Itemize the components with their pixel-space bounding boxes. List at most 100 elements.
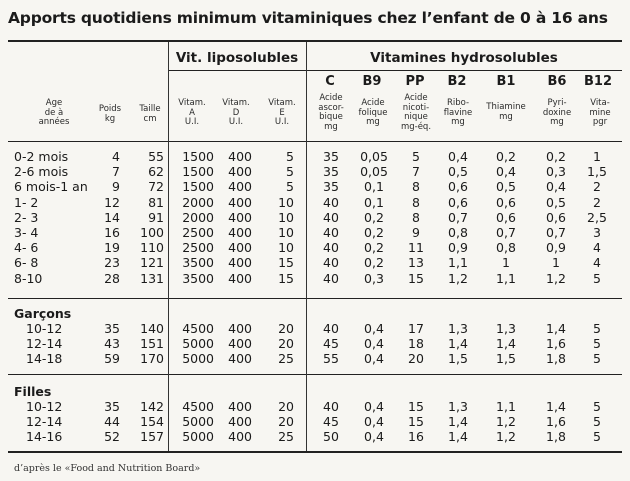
- cell-pp: 8: [412, 209, 420, 225]
- cell-c: 40: [323, 209, 339, 225]
- cell-taille: 157: [140, 429, 164, 445]
- cell-b6: 0,4: [546, 179, 566, 195]
- cell-b6: 1,2: [546, 270, 566, 286]
- cell-b2: 1,2: [448, 270, 468, 286]
- cell-pp: 7: [412, 164, 420, 180]
- cell-b1: 0,8: [496, 240, 516, 256]
- cell-age: 14-16: [26, 429, 63, 445]
- cell-b9: 0,2: [364, 240, 384, 256]
- col-header-b6: Pyri- doxine mg: [542, 98, 572, 127]
- cell-vit-a: 1500: [182, 179, 214, 195]
- cell-b2: 0,9: [448, 240, 468, 256]
- col-header-poids: Poids kg: [98, 104, 122, 124]
- cell-age: 2-6 mois: [14, 164, 69, 180]
- cell-taille: 110: [140, 240, 164, 256]
- cell-b12: 5: [593, 429, 601, 445]
- cell-b1: 1,3: [496, 321, 516, 336]
- cell-b6: 1,4: [546, 399, 566, 414]
- cell-b12: 5: [593, 399, 601, 414]
- cell-vit-a: 3500: [182, 270, 214, 286]
- cell-vit-e: 10: [278, 225, 294, 240]
- cell-age: 1- 2: [14, 194, 39, 210]
- cell-c: 50: [323, 429, 339, 445]
- cell-vit-a: 4500: [182, 321, 214, 336]
- cell-b1: 0,6: [496, 209, 516, 225]
- cell-c: 40: [323, 255, 339, 271]
- cell-vit-e: 20: [278, 399, 294, 414]
- cell-vit-d: 400: [228, 149, 252, 164]
- cell-b6: 1,6: [546, 336, 566, 352]
- cell-poids: 52: [104, 429, 120, 445]
- cell-taille: 142: [140, 399, 164, 414]
- cell-age: 10-12: [26, 321, 63, 336]
- cell-age: 3- 4: [14, 225, 39, 240]
- col-header-taille: Taille cm: [139, 104, 161, 124]
- group-header-hydrosolubles: Vitamines hydrosolubles: [370, 50, 558, 66]
- cell-b2: 0,5: [448, 164, 468, 180]
- cell-b12: 5: [593, 414, 601, 430]
- cell-vit-e: 15: [278, 270, 294, 286]
- cell-c: 45: [323, 414, 339, 430]
- col-header-b2: Ribo- flavine mg: [443, 98, 473, 127]
- cell-pp: 18: [408, 336, 424, 352]
- cell-b12: 5: [593, 351, 601, 367]
- cell-pp: 9: [412, 225, 420, 240]
- cell-vit-d: 400: [228, 255, 252, 271]
- cell-age: 2- 3: [14, 209, 39, 225]
- cell-b12: 2,5: [587, 209, 607, 225]
- vitamin-label-c: C: [325, 74, 335, 89]
- cell-vit-a: 2000: [182, 209, 214, 225]
- cell-b9: 0,2: [364, 255, 384, 271]
- col-header-vit-e: Vitam. E U.I.: [268, 98, 296, 127]
- vitamin-label-b6: B6: [547, 74, 567, 89]
- section-label: Filles: [14, 384, 52, 399]
- cell-pp: 8: [412, 179, 420, 195]
- cell-b1: 1,4: [496, 336, 516, 352]
- cell-b2: 0,6: [448, 194, 468, 210]
- cell-b1: 1,2: [496, 414, 516, 430]
- cell-taille: 170: [140, 351, 164, 367]
- cell-c: 40: [323, 194, 339, 210]
- cell-b6: 0,9: [546, 240, 566, 256]
- divider-before-hydrosolubles: [306, 42, 307, 451]
- cell-pp: 17: [408, 321, 424, 336]
- cell-pp: 16: [408, 429, 424, 445]
- cell-vit-a: 2500: [182, 240, 214, 256]
- cell-b9: 0,3: [364, 270, 384, 286]
- cell-poids: 16: [104, 225, 120, 240]
- cell-c: 35: [323, 149, 339, 164]
- vitamin-label-b2: B2: [447, 74, 467, 89]
- cell-vit-a: 4500: [182, 399, 214, 414]
- cell-vit-e: 15: [278, 255, 294, 271]
- cell-vit-a: 5000: [182, 351, 214, 367]
- cell-c: 40: [323, 399, 339, 414]
- cell-pp: 20: [408, 351, 424, 367]
- cell-pp: 15: [408, 270, 424, 286]
- cell-b6: 0,5: [546, 194, 566, 210]
- cell-taille: 55: [148, 149, 164, 164]
- cell-b12: 5: [593, 336, 601, 352]
- cell-b6: 1,4: [546, 321, 566, 336]
- cell-poids: 12: [104, 194, 120, 210]
- cell-vit-a: 2500: [182, 225, 214, 240]
- cell-b2: 1,3: [448, 399, 468, 414]
- cell-c: 35: [323, 164, 339, 180]
- col-header-c: Acide ascor- bique mg: [318, 93, 344, 132]
- cell-c: 40: [323, 225, 339, 240]
- cell-poids: 23: [104, 255, 120, 271]
- cell-vit-d: 400: [228, 351, 252, 367]
- bottom-rule: [8, 451, 622, 453]
- cell-age: 0-2 mois: [14, 149, 69, 164]
- cell-poids: 4: [112, 149, 120, 164]
- cell-c: 45: [323, 336, 339, 352]
- cell-vit-d: 400: [228, 321, 252, 336]
- cell-c: 40: [323, 270, 339, 286]
- cell-poids: 14: [104, 209, 120, 225]
- cell-b9: 0,2: [364, 209, 384, 225]
- cell-vit-a: 5000: [182, 429, 214, 445]
- cell-c: 35: [323, 179, 339, 195]
- vit-group-rule: [168, 70, 622, 71]
- cell-vit-d: 400: [228, 399, 252, 414]
- cell-b2: 0,4: [448, 149, 468, 164]
- cell-vit-d: 400: [228, 414, 252, 430]
